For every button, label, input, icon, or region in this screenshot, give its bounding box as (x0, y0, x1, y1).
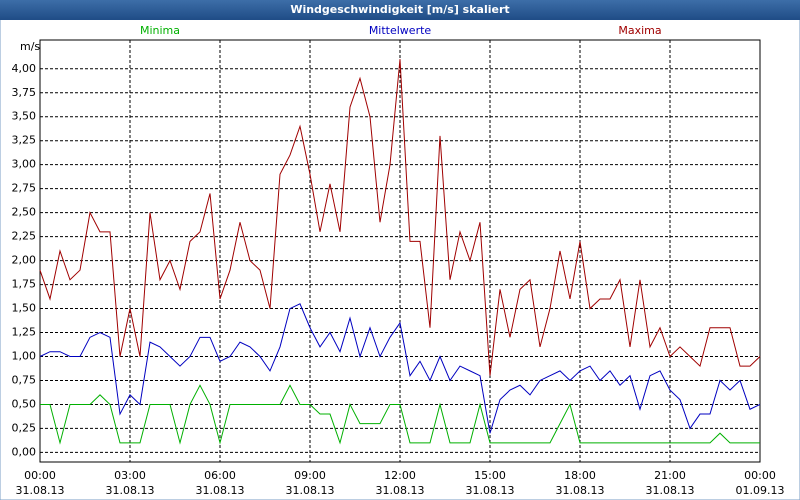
x-tick-date: 31.08.13 (106, 484, 155, 497)
y-axis-label: m/s (20, 40, 40, 53)
y-tick-label: 0,50 (12, 397, 37, 410)
legend-entry: Minima (140, 24, 180, 37)
x-tick-date: 01.09.13 (736, 484, 785, 497)
series-line (39, 303, 761, 434)
y-tick-label: 2,50 (12, 206, 37, 219)
legend-entry: Mittelwerte (369, 24, 432, 37)
y-tick-label: 3,00 (12, 158, 37, 171)
y-tick-label: 2,75 (12, 182, 37, 195)
chart-title: Windgeschwindigkeit [m/s] skaliert (290, 3, 509, 16)
y-tick-label: 0,00 (12, 445, 37, 458)
y-tick-label: 2,00 (12, 254, 37, 267)
x-tick-date: 31.08.13 (286, 484, 335, 497)
y-tick-label: 1,50 (12, 302, 37, 315)
x-tick-label: 00:00 (744, 469, 776, 482)
y-tick-label: 0,75 (12, 373, 37, 386)
x-tick-label: 12:00 (384, 469, 416, 482)
x-tick-label: 09:00 (294, 469, 326, 482)
y-tick-label: 3,75 (12, 86, 37, 99)
x-tick-date: 31.08.13 (16, 484, 65, 497)
y-tick-label: 0,25 (12, 421, 37, 434)
y-tick-label: 3,50 (12, 110, 37, 123)
series-line (40, 384, 760, 445)
x-tick-label: 06:00 (204, 469, 236, 482)
y-tick-label: 4,00 (12, 62, 37, 75)
x-tick-label: 18:00 (564, 469, 596, 482)
y-tick-label: 3,25 (12, 134, 37, 147)
x-tick-date: 31.08.13 (196, 484, 245, 497)
y-tick-label: 1,00 (12, 350, 37, 363)
y-tick-label: 1,25 (12, 326, 37, 339)
x-tick-label: 00:00 (24, 469, 56, 482)
x-tick-date: 31.08.13 (646, 484, 695, 497)
y-tick-label: 1,75 (12, 278, 37, 291)
title-bar (0, 0, 800, 20)
x-tick-label: 03:00 (114, 469, 146, 482)
x-tick-date: 31.08.13 (376, 484, 425, 497)
x-tick-date: 31.08.13 (466, 484, 515, 497)
x-tick-label: 21:00 (654, 469, 686, 482)
x-tick-date: 31.08.13 (556, 484, 605, 497)
y-tick-label: 2,25 (12, 230, 37, 243)
x-tick-label: 15:00 (474, 469, 506, 482)
legend-entry: Maxima (618, 24, 661, 37)
series-line (39, 59, 761, 376)
